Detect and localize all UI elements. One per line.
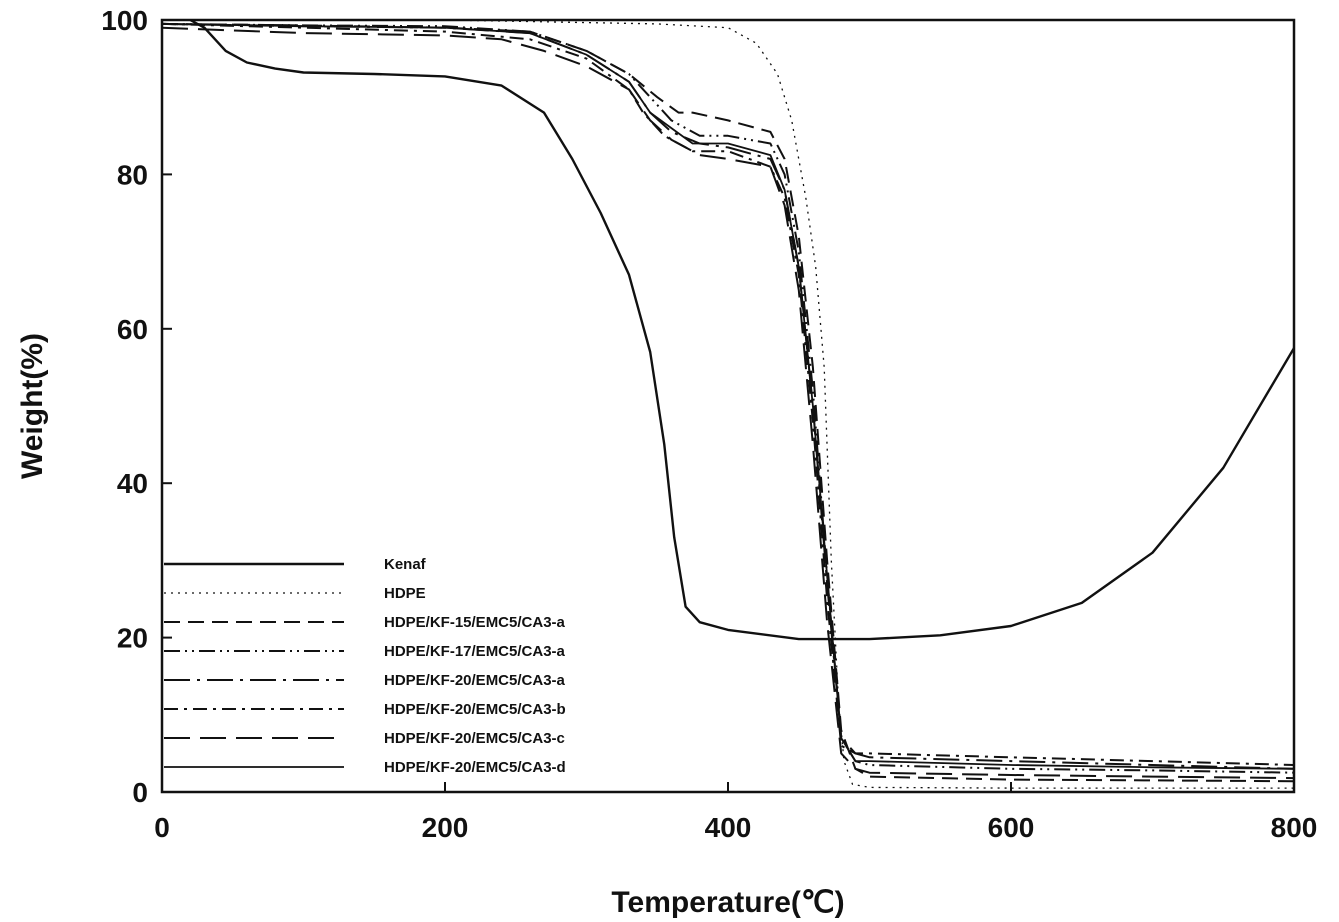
y-tick-label: 100 <box>101 5 148 36</box>
y-tick-label: 20 <box>117 623 148 654</box>
y-tick-label: 0 <box>132 777 148 808</box>
legend-label-7: HDPE/KF-20/EMC5/CA3-c <box>384 730 565 747</box>
y-tick-label: 80 <box>117 159 148 190</box>
series-layer <box>161 18 1296 789</box>
legend-label-1: Kenaf <box>384 556 427 573</box>
series-line-4 <box>161 22 1295 774</box>
legend-label-8: HDPE/KF-20/EMC5/CA3-d <box>384 759 566 776</box>
legend-label-6: HDPE/KF-20/EMC5/CA3-b <box>384 701 566 718</box>
legend-label-2: HDPE <box>384 585 426 602</box>
axis-ticks: 0 200 400 600 800 0 20 40 60 80 100 <box>101 5 1317 843</box>
y-tick-label: 60 <box>117 314 148 345</box>
legend-label-4: HDPE/KF-17/EMC5/CA3-a <box>384 643 566 660</box>
series-line-6 <box>161 22 1295 766</box>
series-line-8 <box>161 23 1295 770</box>
legend-label-5: HDPE/KF-20/EMC5/CA3-a <box>384 672 566 689</box>
series-line-2 <box>162 19 1294 789</box>
legend: Kenaf HDPE HDPE/KF-15/EMC5/CA3-a HDPE/KF-17… <box>164 556 566 776</box>
series-line-7 <box>161 26 1295 780</box>
series-line-1 <box>189 18 1296 641</box>
x-axis-title: Temperature(℃) <box>611 886 844 919</box>
series-line-3 <box>161 22 1295 783</box>
y-tick-label: 40 <box>117 468 148 499</box>
legend-label-3: HDPE/KF-15/EMC5/CA3-a <box>384 614 566 631</box>
y-axis-title: Weight(%) <box>16 333 49 479</box>
x-tick-label: 0 <box>154 812 170 843</box>
x-tick-label: 600 <box>988 812 1035 843</box>
x-tick-label: 200 <box>422 812 469 843</box>
x-tick-label: 800 <box>1271 812 1318 843</box>
x-tick-label: 400 <box>705 812 752 843</box>
